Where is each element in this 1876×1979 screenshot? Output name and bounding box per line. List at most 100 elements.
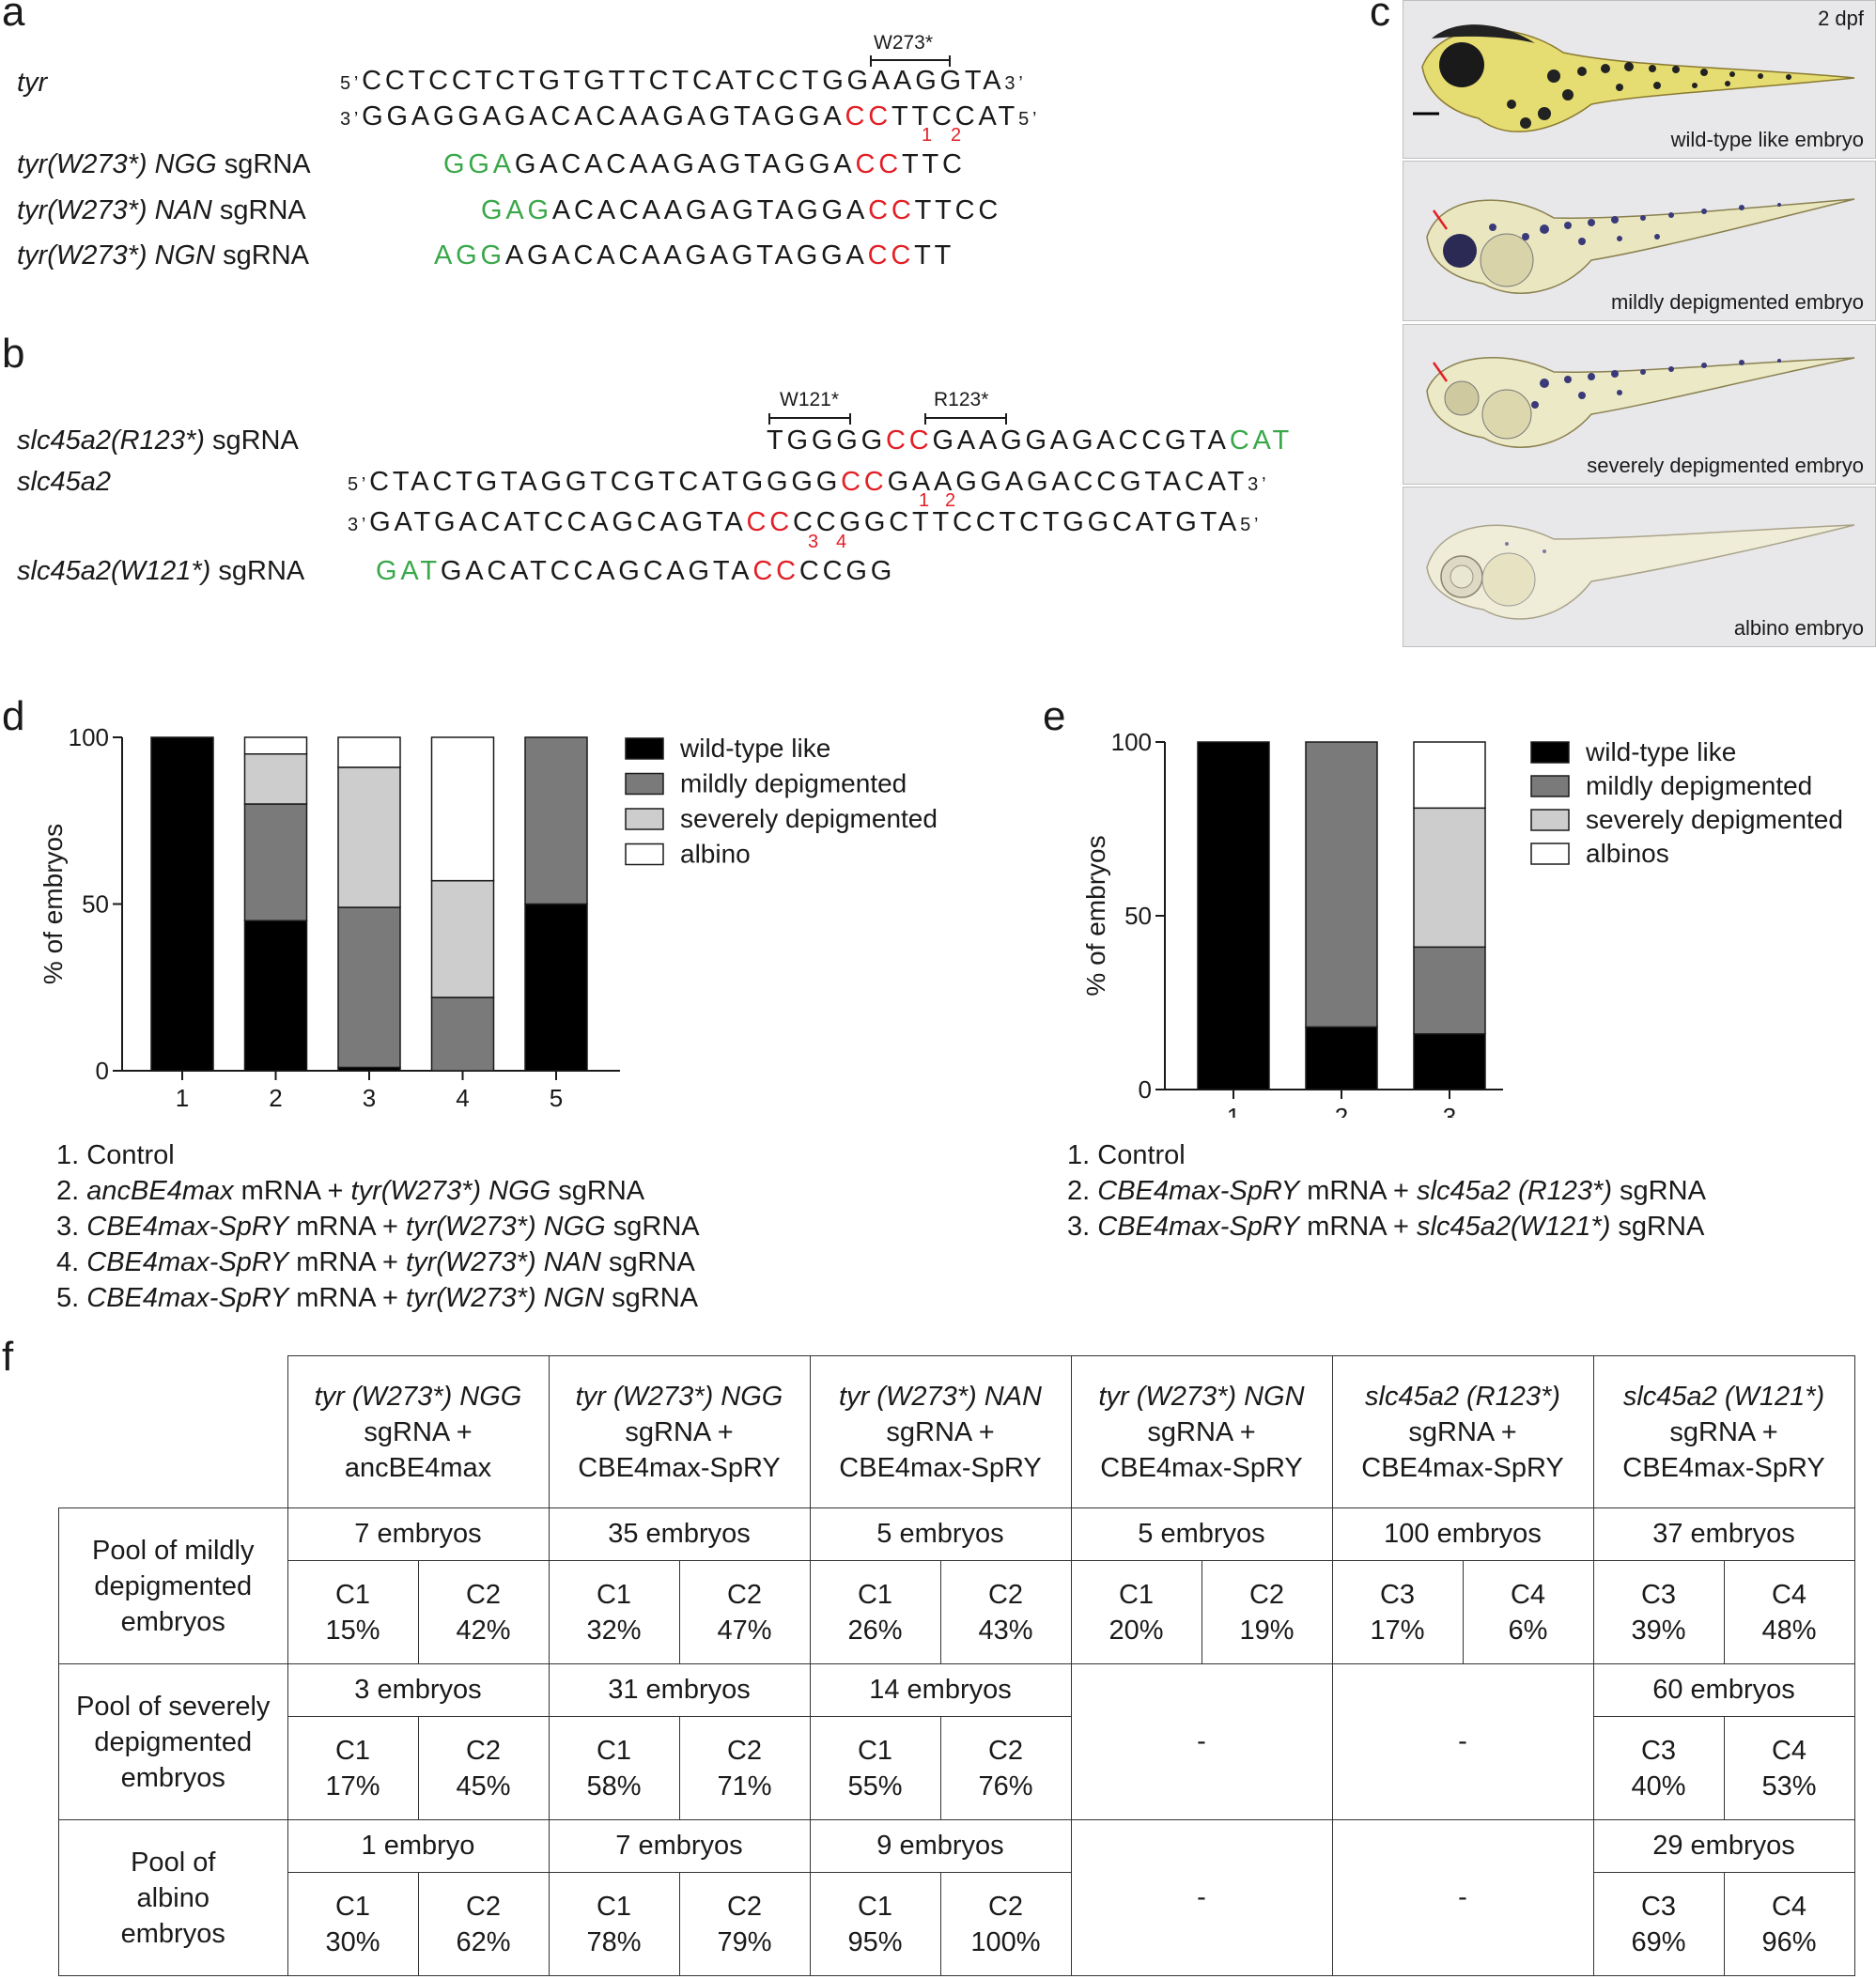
- y-tick-label: 100: [1111, 728, 1152, 756]
- x-tick-label: 1: [1227, 1103, 1240, 1118]
- panel-b-letter: b: [2, 331, 25, 377]
- table-embryo-count: 7 embryos: [287, 1507, 550, 1561]
- legend-note: 4. CBE4max-SpRY mRNA + tyr(W273*) NAN sg…: [56, 1247, 695, 1277]
- legend-label: wild-type like: [679, 734, 830, 763]
- table-editing-cell: C3 40%: [1592, 1716, 1725, 1820]
- table-column-header: tyr (W273*) NGN sgRNA + CBE4max-SpRY: [1070, 1355, 1333, 1508]
- table-embryo-count: 1 embryo: [287, 1819, 550, 1873]
- tyr-sgrna-label: tyr(W273*) NAN sgRNA: [17, 195, 306, 225]
- tyr-sgrna-seq: GAGACACAAGAGTAGGACCTTCC: [481, 195, 1002, 225]
- bar-segment-wild-type-like: [1413, 1033, 1486, 1090]
- r123-mutation-label: R123*: [934, 389, 989, 410]
- r123-bracket: [924, 413, 1007, 425]
- chart-d-notes: 1. Control 2. ancBE4max mRNA + tyr(W273*)…: [56, 1137, 700, 1316]
- table-embryo-count: 7 embryos: [548, 1819, 811, 1873]
- bar-segment-severely-depigmented: [1413, 807, 1486, 949]
- tyr-bottom-strand: 3’GGAGGAGACACAAGAGTAGGACCTTCCAT5’: [340, 101, 1041, 131]
- bar-segment-albino: [430, 736, 495, 882]
- table-editing-cell: C2 47%: [678, 1560, 811, 1664]
- legend-swatch: [1530, 809, 1570, 831]
- table-empty-cell: -: [1331, 1663, 1594, 1820]
- bar-segment-severely-depigmented: [430, 879, 495, 998]
- tyr-sgrna-seq: GGAGACACAAGAGTAGGACCTTC: [443, 149, 966, 179]
- slc45a2-pos-3: 3: [808, 532, 819, 552]
- table-editing-cell: C1 30%: [287, 1872, 419, 1976]
- bar-segment-albino: [243, 736, 308, 755]
- table-editing-cell: C2 45%: [417, 1716, 550, 1820]
- table-embryo-count: 60 embryos: [1592, 1663, 1855, 1717]
- table-editing-cell: C4 6%: [1462, 1560, 1594, 1664]
- dpf-label: 2 dpf: [1818, 7, 1864, 30]
- table-editing-cell: C1 55%: [809, 1716, 941, 1820]
- r123-sgrna-label: slc45a2(R123*) sgRNA: [17, 425, 299, 456]
- table-embryo-count: 35 embryos: [548, 1507, 811, 1561]
- legend-note: 1. Control: [56, 1140, 175, 1170]
- legend-label: wild-type like: [1585, 737, 1736, 766]
- r123-sgrna-seq: TGGGGCCGAAGGAGACCGTACAT: [767, 425, 1294, 456]
- caption-albino: albino embryo: [1733, 616, 1864, 640]
- y-tick-label: 50: [82, 890, 109, 919]
- embryo-mild-image: [1426, 198, 1855, 294]
- bar-segment-wild-type-like: [150, 736, 214, 1072]
- legend-note: 3. CBE4max-SpRY mRNA + slc45a2(W121*) sg…: [1067, 1212, 1705, 1242]
- tyr-sgrna-label: tyr(W273*) NGG sgRNA: [17, 149, 311, 179]
- caption-mild: mildly depigmented embryo: [1610, 290, 1864, 314]
- legend-swatch: [625, 772, 664, 796]
- legend-note: 1. Control: [1067, 1140, 1186, 1170]
- y-tick-label: 0: [96, 1057, 109, 1085]
- table-embryo-count: 31 embryos: [548, 1663, 811, 1717]
- x-tick-label: 5: [550, 1084, 563, 1112]
- table-empty-cell: -: [1331, 1819, 1594, 1976]
- table-embryo-count: 5 embryos: [1070, 1507, 1333, 1561]
- table-row-label: Pool of severely depigmented embryos: [58, 1663, 288, 1820]
- table-empty-cell: -: [1070, 1663, 1333, 1820]
- table-editing-cell: C1 15%: [287, 1560, 419, 1664]
- chart-e-notes: 1. Control 2. CBE4max-SpRY mRNA + slc45a2…: [1067, 1137, 1706, 1245]
- bar-segment-wild-type-like: [1197, 741, 1270, 1090]
- bar-segment-wild-type-like: [524, 903, 588, 1072]
- embryo-wild-type-image: [1413, 24, 1855, 132]
- bar-segment-wild-type-like: [1305, 1026, 1378, 1090]
- bar-segment-mildly-depigmented: [1413, 946, 1486, 1035]
- panel-a-letter: a: [2, 0, 25, 35]
- table-editing-cell: C2 43%: [939, 1560, 1072, 1664]
- w121-sgrna-seq: GATGACATCCAGCAGTACCCCGG: [376, 556, 896, 586]
- tyr-sgrna-seq: AGGAGACACAAGAGTAGGACCTT: [434, 240, 955, 271]
- chart-e: 0 50 100 % of embryos 1 2 3 wild-type like mildl…: [1081, 728, 1843, 1118]
- embryo-photo-wild-type: 2 dpf wild-type like embryo: [1403, 0, 1876, 159]
- table-column-header: slc45a2 (R123*) sgRNA + CBE4max-SpRY: [1331, 1355, 1594, 1508]
- embryo-photo-albino: albino embryo: [1403, 487, 1876, 647]
- legend-swatch: [1530, 843, 1570, 865]
- table-editing-cell: C2 62%: [417, 1872, 550, 1976]
- x-tick-label: 3: [1443, 1103, 1456, 1118]
- x-tick-label: 3: [363, 1084, 376, 1112]
- slc45a2-top-strand: 5’CTACTGTAGGTCGTCATGGGGCCGAAGGAGACCGTACA…: [348, 467, 1270, 497]
- table-editing-cell: C2 100%: [939, 1872, 1072, 1976]
- bar-segment-wild-type-like: [243, 920, 308, 1072]
- table-embryo-count: 37 embryos: [1592, 1507, 1855, 1561]
- legend-swatch: [625, 737, 664, 760]
- embryo-albino-image: [1426, 524, 1855, 620]
- w273-bracket: [870, 55, 951, 67]
- table-column-header: tyr (W273*) NGG sgRNA + CBE4max-SpRY: [548, 1355, 811, 1508]
- legend-swatch: [625, 808, 664, 830]
- slc45a2-gene-label: slc45a2: [17, 467, 111, 497]
- bar-segment-mildly-depigmented: [243, 803, 308, 921]
- panel-c-letter: c: [1370, 0, 1390, 35]
- bar-segment-albinos: [1413, 741, 1486, 810]
- panel-e-letter: e: [1043, 693, 1066, 739]
- legend-note: 2. CBE4max-SpRY mRNA + slc45a2 (R123*) s…: [1067, 1176, 1706, 1206]
- legend-label: mildly depigmented: [1586, 771, 1812, 800]
- x-tick-label: 2: [269, 1084, 282, 1112]
- legend-label: albino: [680, 840, 751, 869]
- y-axis-label: % of embryos: [39, 824, 68, 984]
- legend-swatch: [625, 843, 664, 866]
- table-column-header: tyr (W273*) NAN sgRNA + CBE4max-SpRY: [809, 1355, 1072, 1508]
- table-editing-cell: C1 78%: [548, 1872, 680, 1976]
- embryo-photo-severe: severely depigmented embryo: [1403, 324, 1876, 485]
- table-empty-cell: -: [1070, 1819, 1333, 1976]
- table-editing-cell: C2 42%: [417, 1560, 550, 1664]
- table-embryo-count: 9 embryos: [809, 1819, 1072, 1873]
- y-tick-label: 0: [1139, 1075, 1152, 1104]
- slc45a2-pos-4: 4: [836, 532, 847, 552]
